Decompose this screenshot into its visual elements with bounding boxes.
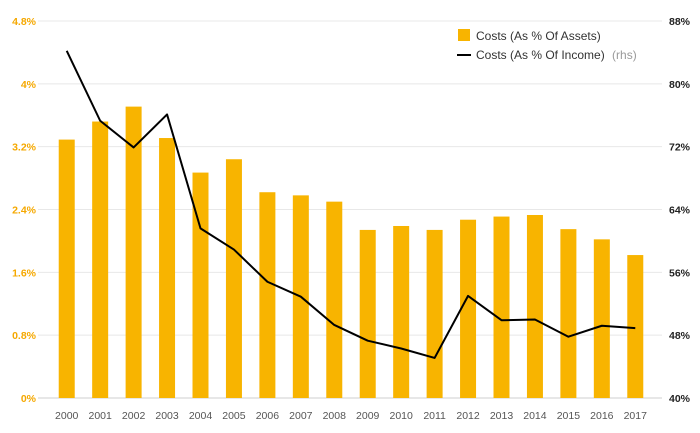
legend-line-suffix: (rhs) bbox=[612, 48, 637, 62]
left-tick-label: 4% bbox=[21, 79, 37, 91]
bar bbox=[627, 255, 644, 398]
x-tick-label: 2004 bbox=[189, 410, 213, 422]
bar bbox=[526, 214, 543, 398]
legend-bar-label: Costs (As % Of Assets) bbox=[476, 29, 601, 43]
bar bbox=[192, 172, 209, 398]
left-tick-label: 1.6% bbox=[12, 267, 37, 279]
right-tick-label: 40% bbox=[669, 393, 691, 405]
x-tick-label: 2011 bbox=[423, 410, 446, 422]
left-axis-ticks: 0% 0.8% 1.6% 2.4% 3.2% 4% 4.8% bbox=[12, 16, 37, 405]
x-tick-label: 2008 bbox=[323, 410, 347, 422]
gridlines bbox=[38, 20, 662, 399]
x-tick-label: 2005 bbox=[222, 410, 246, 422]
right-tick-label: 56% bbox=[669, 267, 691, 279]
bar bbox=[58, 139, 75, 399]
left-tick-label: 3.2% bbox=[12, 142, 37, 154]
bar bbox=[560, 229, 577, 398]
bar bbox=[393, 225, 410, 398]
right-axis-ticks: 40% 48% 56% 64% 72% 80% 88% bbox=[669, 16, 691, 405]
left-tick-label: 0.8% bbox=[12, 330, 37, 342]
legend-line-label: Costs (As % Of Income) bbox=[476, 48, 605, 62]
x-tick-label: 2015 bbox=[557, 410, 581, 422]
bar bbox=[326, 201, 343, 398]
x-axis-ticks: 2000 2001 2002 2003 2004 2005 2006 2007 2008 2009… bbox=[55, 410, 647, 422]
bar-series bbox=[58, 106, 644, 399]
bar bbox=[460, 219, 477, 398]
right-tick-label: 64% bbox=[669, 205, 691, 217]
bar bbox=[225, 159, 242, 398]
x-tick-label: 2017 bbox=[624, 410, 648, 422]
x-tick-label: 2014 bbox=[523, 410, 547, 422]
bar bbox=[426, 229, 443, 398]
x-tick-label: 2009 bbox=[356, 410, 380, 422]
bar bbox=[359, 229, 376, 398]
bar bbox=[259, 192, 276, 398]
left-tick-label: 4.8% bbox=[12, 16, 37, 28]
right-tick-label: 80% bbox=[669, 79, 691, 91]
bar bbox=[92, 121, 109, 399]
x-tick-label: 2003 bbox=[155, 410, 179, 422]
line-path bbox=[65, 50, 636, 359]
x-tick-label: 2012 bbox=[456, 410, 480, 422]
right-tick-label: 72% bbox=[669, 142, 691, 154]
bar bbox=[125, 106, 142, 399]
bar bbox=[493, 216, 510, 398]
bar bbox=[159, 138, 176, 398]
legend-bar-swatch bbox=[458, 29, 470, 41]
x-tick-label: 2016 bbox=[590, 410, 614, 422]
left-tick-label: 0% bbox=[21, 393, 37, 405]
left-tick-label: 2.4% bbox=[12, 205, 37, 217]
x-tick-label: 2002 bbox=[122, 410, 146, 422]
legend-line-label-text: Costs (As % Of Income) (rhs) bbox=[476, 48, 637, 62]
x-tick-label: 2010 bbox=[389, 410, 413, 422]
legend: Costs (As % Of Assets) Costs (As % Of In… bbox=[457, 29, 637, 62]
x-tick-label: 2001 bbox=[88, 410, 112, 422]
line-series bbox=[65, 50, 636, 359]
x-tick-label: 2013 bbox=[490, 410, 514, 422]
bar bbox=[593, 239, 610, 398]
x-tick-label: 2007 bbox=[289, 410, 313, 422]
x-tick-label: 2000 bbox=[55, 410, 79, 422]
x-tick-label: 2006 bbox=[256, 410, 280, 422]
right-tick-label: 88% bbox=[669, 16, 691, 28]
right-tick-label: 48% bbox=[669, 330, 691, 342]
